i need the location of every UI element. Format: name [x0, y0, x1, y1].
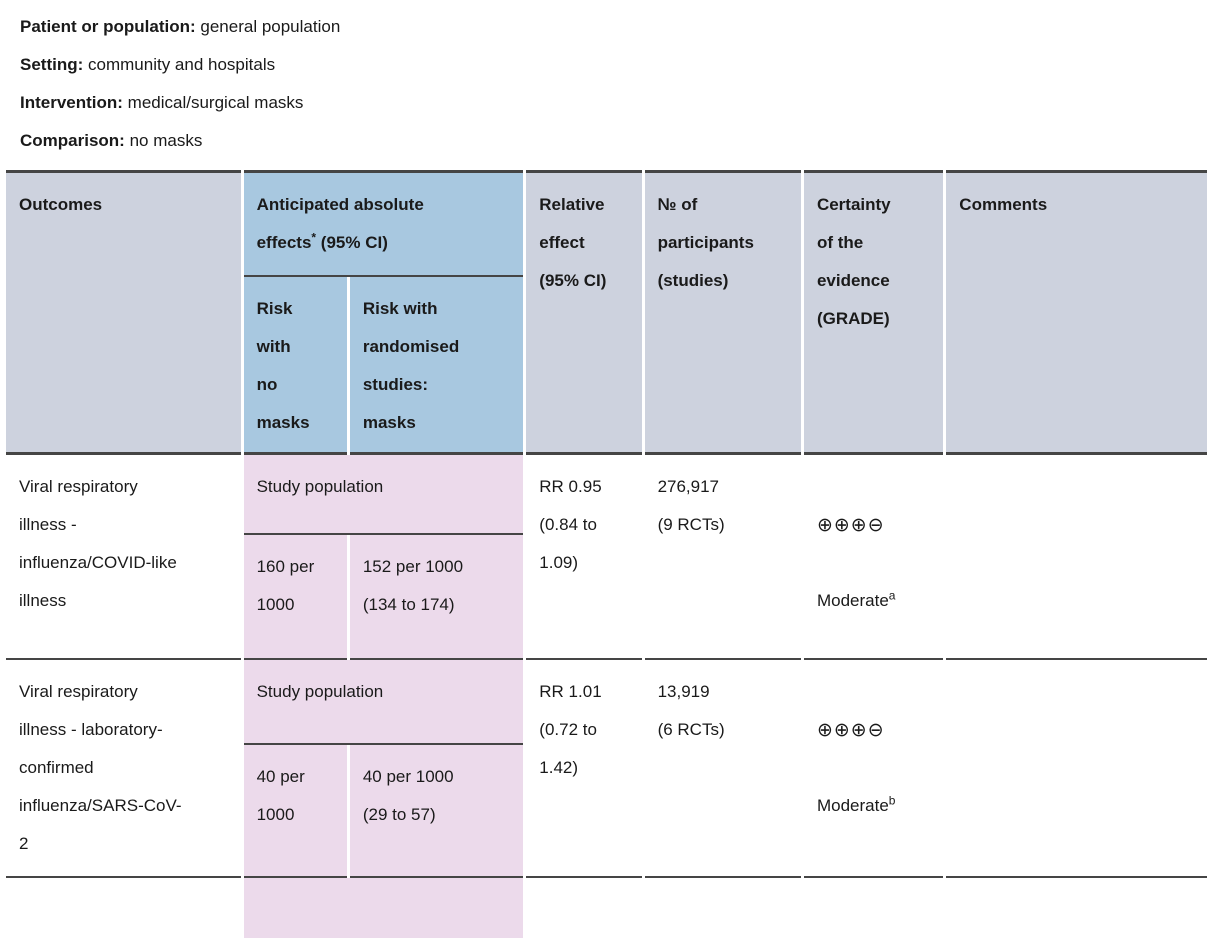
risk-with-masks-cell: 40 per 1000 (29 to 57): [349, 745, 524, 878]
grade-rating-label: Moderateb: [816, 793, 896, 815]
caption-label: Setting:: [20, 55, 84, 74]
risk-with-masks-cell: 152 per 1000 (134 to 174): [349, 534, 524, 660]
caption-setting: Setting: community and hospitals: [20, 46, 1228, 84]
caption-label: Intervention:: [20, 93, 123, 112]
relative-effect-cell: RR 1.01 (0.72 to 1.42): [526, 660, 642, 878]
col-header-absolute-effects: Anticipated absolute effects* (95% CI): [243, 170, 524, 277]
risk-no-masks-cell: 160 per 1000: [243, 534, 347, 660]
grade-rating-label: Moderatea: [816, 588, 896, 610]
col-header-certainty: Certainty of the evidence (GRADE): [803, 170, 944, 455]
outcome-cell: Viral respiratory illness - influenza/CO…: [6, 455, 241, 660]
col-header-relative-effect: Relative effect (95% CI): [526, 170, 642, 455]
header-subrow: Risk with no masks Risk with randomised …: [6, 277, 1207, 455]
relative-effect-cell: RR 0.95 (0.84 to 1.09): [526, 455, 642, 660]
study-population-label: Study population: [243, 660, 524, 745]
caption-label: Comparison:: [20, 131, 125, 150]
caption-value: community and hospitals: [83, 55, 276, 74]
relative-effect-cell: [526, 878, 641, 938]
footnote-marker: *: [311, 230, 317, 245]
caption-label: Patient or population:: [20, 17, 196, 36]
study-population-label: [243, 878, 524, 938]
caption-value: medical/surgical masks: [122, 93, 304, 112]
absolute-effects-ci-text: (95% CI): [316, 233, 388, 252]
caption-patient-population: Patient or population: general populatio…: [20, 8, 1228, 46]
comments-cell: [946, 878, 1207, 938]
footnote-marker: a: [888, 588, 896, 603]
participants-cell: 13,919 (6 RCTs): [644, 660, 801, 878]
table-subrow: 160 per 1000 152 per 1000 (134 to 174): [6, 534, 1207, 660]
table-caption: Patient or population: general populatio…: [0, 0, 1228, 160]
participants-cell: 276,917 (9 RCTs): [644, 455, 801, 660]
col-header-risk-no-masks: Risk with no masks: [243, 277, 347, 455]
certainty-cell: ⊕⊕⊕⊖ Moderateb: [803, 660, 944, 878]
risk-no-masks-cell: 40 per 1000: [243, 745, 347, 878]
outcome-cell: [6, 878, 241, 938]
comments-cell: [946, 660, 1207, 878]
caption-value: general population: [195, 17, 341, 36]
grade-rating-icons: ⊕⊕⊕⊖: [816, 719, 885, 741]
certainty-cell: ⊕⊕⊕⊖ Moderatea: [803, 455, 944, 660]
caption-intervention: Intervention: medical/surgical masks: [20, 84, 1228, 122]
caption-comparison: Comparison: no masks: [20, 122, 1228, 160]
study-population-label: Study population: [243, 455, 524, 535]
outcome-cell: Viral respiratory illness - laboratory- …: [6, 660, 241, 878]
certainty-cell: [804, 878, 943, 938]
table-row: Viral respiratory illness - laboratory- …: [6, 660, 1207, 878]
caption-value: no masks: [124, 131, 203, 150]
grade-rating-icons: ⊕⊕⊕⊖: [816, 514, 885, 536]
col-header-outcomes: Outcomes: [6, 170, 241, 455]
participants-cell: [645, 878, 801, 938]
table-row-partial: [6, 878, 1207, 938]
footnote-marker: b: [888, 793, 896, 808]
col-header-participants: № of participants (studies): [644, 170, 801, 455]
header-row: Outcomes Anticipated absolute effects* (…: [6, 170, 1207, 455]
comments-cell: [946, 455, 1207, 660]
summary-of-findings-table: Outcomes Anticipated absolute effects* (…: [3, 170, 1210, 938]
table-row: Viral respiratory illness - influenza/CO…: [6, 455, 1207, 660]
absolute-effects-text: Anticipated absolute effects: [256, 195, 424, 252]
col-header-risk-with-masks: Risk with randomised studies: masks: [349, 277, 524, 455]
col-header-comments: Comments: [946, 170, 1207, 455]
